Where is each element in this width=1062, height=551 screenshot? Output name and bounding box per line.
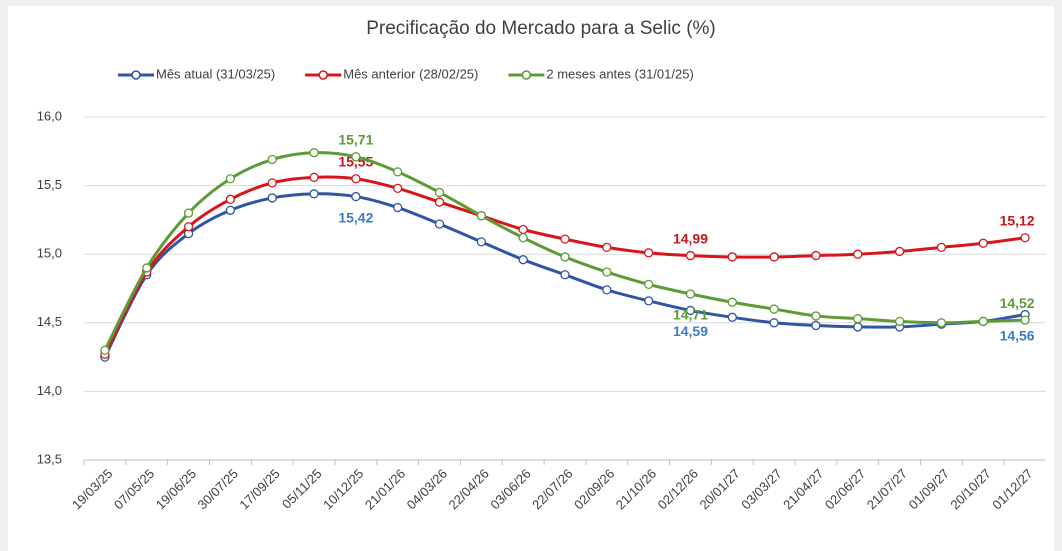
- point: [685, 305, 696, 316]
- point: [936, 318, 947, 328]
- point: [393, 202, 403, 213]
- legend-marker: [131, 70, 141, 80]
- point: [225, 194, 236, 204]
- point: [267, 178, 277, 188]
- point: [518, 224, 528, 235]
- point: [685, 289, 696, 299]
- point: [853, 314, 863, 324]
- data-label: 15,71: [338, 131, 373, 147]
- point: [183, 222, 194, 232]
- point: [267, 154, 277, 165]
- data-label: 14,59: [673, 323, 708, 339]
- point: [685, 250, 696, 261]
- point: [351, 152, 361, 162]
- point: [978, 238, 988, 248]
- point: [434, 187, 445, 198]
- data-label: 14,71: [673, 307, 708, 323]
- point: [560, 234, 570, 244]
- point: [894, 316, 905, 327]
- point: [644, 296, 654, 306]
- data-label: 14,99: [673, 230, 708, 246]
- y-tick-label: 15,5: [37, 177, 62, 192]
- point: [142, 263, 152, 273]
- data-label: 14,52: [1000, 295, 1035, 311]
- point: [811, 311, 821, 321]
- point: [518, 255, 528, 265]
- point: [727, 297, 737, 307]
- point: [853, 322, 863, 332]
- legend-marker: [318, 70, 328, 80]
- point: [309, 172, 319, 183]
- point: [476, 211, 486, 221]
- data-label: 15,55: [338, 153, 373, 169]
- y-tick-label: 14,5: [37, 314, 62, 329]
- point: [727, 252, 737, 262]
- point: [853, 249, 863, 259]
- point: [434, 219, 445, 229]
- y-tick-label: 16,0: [37, 108, 62, 123]
- point: [393, 183, 403, 193]
- point: [100, 345, 110, 355]
- legend-marker: [521, 70, 532, 80]
- y-tick-label: 13,5: [37, 451, 62, 466]
- point: [183, 208, 194, 218]
- point: [978, 316, 988, 327]
- point: [351, 191, 361, 202]
- data-label: 14,56: [1000, 327, 1035, 343]
- point: [769, 318, 779, 328]
- point: [644, 279, 654, 290]
- legend-label: 2 meses antes (31/01/25): [546, 66, 693, 81]
- legend-label: Mês anterior (28/02/25): [343, 66, 478, 81]
- data-label: 15,12: [1000, 212, 1035, 228]
- legend-label: Mês atual (31/03/25): [156, 66, 275, 81]
- point: [936, 242, 947, 252]
- point: [727, 312, 737, 322]
- point: [225, 205, 236, 215]
- point: [393, 167, 403, 177]
- point: [602, 242, 612, 252]
- point: [351, 174, 361, 184]
- point: [476, 237, 486, 247]
- point: [894, 246, 905, 257]
- point: [267, 193, 277, 203]
- point: [811, 250, 821, 261]
- point: [602, 267, 612, 277]
- data-label: 15,42: [338, 209, 373, 225]
- point: [225, 174, 236, 184]
- point: [644, 248, 654, 258]
- point: [518, 233, 528, 243]
- chart-title: Precificação do Mercado para a Selic (%): [366, 18, 716, 39]
- point: [1020, 233, 1030, 243]
- point: [769, 252, 779, 262]
- point: [560, 252, 570, 262]
- point: [602, 285, 612, 295]
- point: [769, 304, 779, 314]
- point: [309, 189, 319, 199]
- y-tick-label: 14,0: [37, 383, 62, 398]
- point: [1020, 315, 1030, 325]
- point: [434, 197, 445, 207]
- point: [560, 270, 570, 280]
- point: [309, 148, 319, 158]
- y-tick-label: 15,0: [37, 246, 62, 261]
- point: [811, 320, 821, 331]
